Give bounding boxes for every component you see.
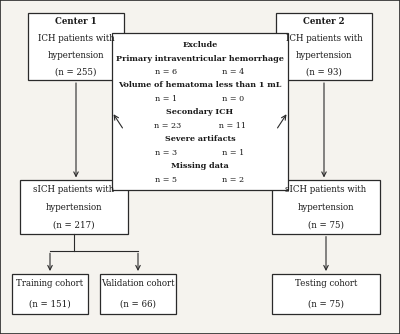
Text: n = 6                  n = 4: n = 6 n = 4	[155, 68, 245, 76]
Text: hypertension: hypertension	[48, 51, 104, 59]
Text: (n = 217): (n = 217)	[53, 220, 95, 229]
Text: (n = 255): (n = 255)	[55, 67, 97, 76]
Bar	[276, 13, 372, 80]
Bar	[100, 274, 176, 314]
Text: sICH patients with: sICH patients with	[286, 185, 366, 194]
Text: (n = 75): (n = 75)	[308, 300, 344, 308]
Text: Validation cohort: Validation cohort	[101, 280, 175, 288]
Text: (n = 151): (n = 151)	[29, 300, 71, 308]
Bar	[12, 274, 88, 314]
Text: Missing data: Missing data	[171, 162, 229, 170]
Text: sICH patients with: sICH patients with	[34, 185, 114, 194]
Text: Secondary ICH: Secondary ICH	[166, 108, 234, 116]
Text: Center 1: Center 1	[55, 17, 97, 26]
Text: n = 5                  n = 2: n = 5 n = 2	[156, 176, 244, 184]
Text: hypertension: hypertension	[296, 51, 352, 59]
Text: (n = 75): (n = 75)	[308, 220, 344, 229]
Text: Exclude: Exclude	[182, 41, 218, 49]
Text: n = 23               n = 11: n = 23 n = 11	[154, 122, 246, 130]
Text: hypertension: hypertension	[46, 203, 102, 211]
Bar	[272, 274, 380, 314]
Bar	[112, 33, 288, 190]
Text: ICH patients with: ICH patients with	[38, 34, 114, 43]
Text: Primary intraventricular hemorrhage: Primary intraventricular hemorrhage	[116, 54, 284, 62]
Text: hypertension: hypertension	[298, 203, 354, 211]
Text: Center 2: Center 2	[303, 17, 345, 26]
Text: ICH patients with: ICH patients with	[286, 34, 362, 43]
Bar	[272, 180, 380, 234]
Text: Volume of hematoma less than 1 mL: Volume of hematoma less than 1 mL	[118, 81, 282, 90]
Text: n = 1                  n = 0: n = 1 n = 0	[156, 95, 244, 103]
Text: Severe artifacts: Severe artifacts	[165, 135, 235, 143]
Text: Training cohort: Training cohort	[16, 280, 84, 288]
Text: n = 3                  n = 1: n = 3 n = 1	[155, 149, 245, 157]
Bar	[28, 13, 124, 80]
Text: (n = 93): (n = 93)	[306, 67, 342, 76]
Text: (n = 66): (n = 66)	[120, 300, 156, 308]
Bar	[20, 180, 128, 234]
Text: Testing cohort: Testing cohort	[295, 280, 357, 288]
